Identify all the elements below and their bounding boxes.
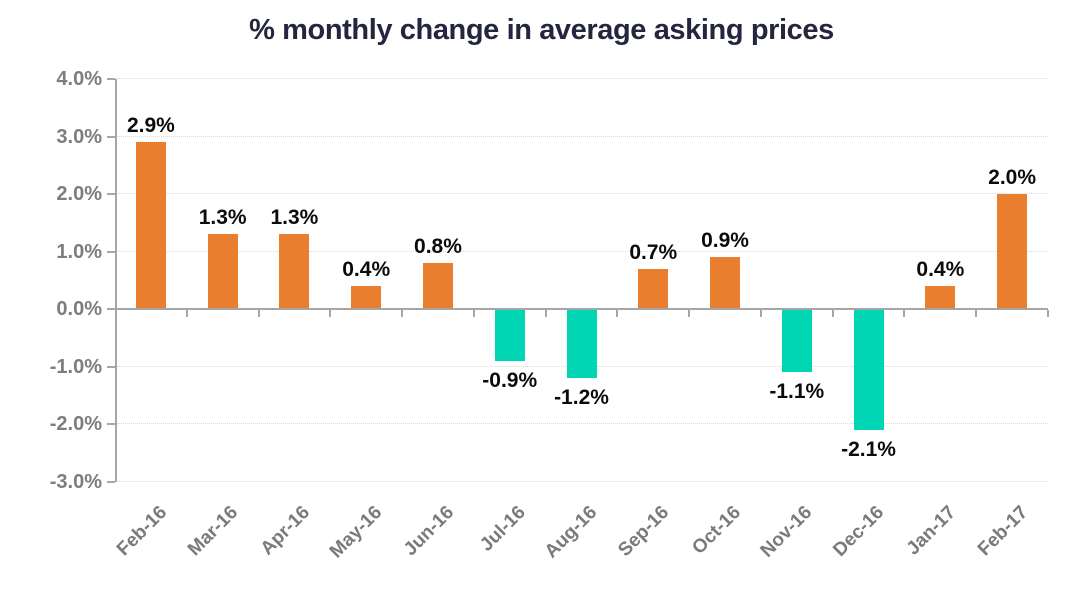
x-axis-tick xyxy=(257,310,260,317)
x-axis-tick xyxy=(185,310,188,317)
y-axis-tick xyxy=(107,193,115,195)
x-category-label-dec-16: Dec-16 xyxy=(829,502,889,561)
bar-apr-16 xyxy=(279,234,310,309)
y-tick-label: -1.0% xyxy=(49,355,102,378)
value-label-feb-16: 2.9% xyxy=(126,114,175,138)
value-label-jul-16: -0.9% xyxy=(482,368,538,392)
y-axis-tick xyxy=(107,250,115,253)
value-label-oct-16: 0.9% xyxy=(701,229,749,253)
y-tick-label: 0.0% xyxy=(56,298,102,320)
bar-jan-17 xyxy=(925,286,956,309)
gridline xyxy=(115,135,1048,137)
value-label-feb-17: 2.0% xyxy=(988,166,1037,189)
x-axis-tick xyxy=(975,310,978,317)
x-category-label-feb-17: Feb-17 xyxy=(973,502,1032,561)
x-category-label-apr-16: Apr-16 xyxy=(256,502,315,560)
x-axis-tick xyxy=(759,310,762,317)
y-tick-label: 2.0% xyxy=(56,183,102,205)
bar-nov-16 xyxy=(781,309,812,373)
x-axis-tick xyxy=(903,310,906,317)
value-label-jan-17: 0.4% xyxy=(916,258,965,281)
y-tick-label: 4.0% xyxy=(56,68,102,90)
x-axis-tick xyxy=(688,310,691,317)
x-category-label-feb-16: Feb-16 xyxy=(112,502,171,561)
bar-feb-17 xyxy=(997,194,1028,309)
value-label-sep-16: 0.7% xyxy=(629,240,678,264)
x-category-label-jun-16: Jun-16 xyxy=(399,502,458,561)
x-category-label-mar-16: Mar-16 xyxy=(184,502,243,561)
x-category-label-jul-16: Jul-16 xyxy=(475,502,530,556)
bar-sep-16 xyxy=(638,268,669,309)
bar-oct-16 xyxy=(710,257,741,309)
y-axis-tick xyxy=(107,423,115,425)
value-label-apr-16: 1.3% xyxy=(270,206,319,230)
x-axis-tick xyxy=(472,310,475,317)
y-tick-label: 1.0% xyxy=(56,240,102,263)
x-axis-tick xyxy=(329,310,332,317)
value-label-may-16: 0.4% xyxy=(342,258,391,281)
value-label-mar-16: 1.3% xyxy=(198,206,247,230)
x-category-label-aug-16: Aug-16 xyxy=(540,502,602,563)
y-tick-label: -3.0% xyxy=(49,470,102,493)
x-axis-tick xyxy=(1047,310,1049,317)
y-axis-line xyxy=(115,79,117,482)
gridline xyxy=(115,193,1048,194)
x-axis-tick xyxy=(831,310,834,317)
bar-jun-16 xyxy=(422,263,453,309)
value-label-dec-16: -2.1% xyxy=(841,437,896,461)
gridline xyxy=(115,78,1048,79)
x-category-label-sep-16: Sep-16 xyxy=(614,502,674,561)
x-axis-tick xyxy=(616,310,619,317)
x-category-label-may-16: May-16 xyxy=(325,502,387,563)
y-axis-tick xyxy=(107,135,115,138)
x-category-label-oct-16: Oct-16 xyxy=(688,502,745,559)
value-label-aug-16: -1.2% xyxy=(554,386,609,409)
y-axis-tick xyxy=(107,308,115,310)
y-tick-label: 3.0% xyxy=(56,125,102,148)
bar-may-16 xyxy=(351,286,382,309)
chart-title: % monthly change in average asking price… xyxy=(249,14,834,46)
gridline xyxy=(115,480,1048,482)
bar-aug-16 xyxy=(566,309,597,378)
gridline xyxy=(115,250,1048,252)
x-axis-tick xyxy=(544,310,547,317)
bar-dec-16 xyxy=(853,309,884,430)
bar-feb-16 xyxy=(135,142,166,309)
y-axis-tick xyxy=(107,480,115,483)
y-tick-label: -2.0% xyxy=(49,413,102,435)
gridline xyxy=(115,423,1048,424)
value-label-nov-16: -1.1% xyxy=(769,380,825,404)
x-axis-line xyxy=(115,308,1048,310)
bar-jul-16 xyxy=(494,309,525,361)
bar-mar-16 xyxy=(207,234,238,309)
x-category-label-jan-17: Jan-17 xyxy=(902,502,961,560)
value-label-jun-16: 0.8% xyxy=(414,235,462,258)
x-axis-tick xyxy=(401,310,404,317)
y-axis-tick xyxy=(107,78,115,80)
x-category-label-nov-16: Nov-16 xyxy=(757,502,817,562)
y-axis-tick xyxy=(107,365,115,368)
